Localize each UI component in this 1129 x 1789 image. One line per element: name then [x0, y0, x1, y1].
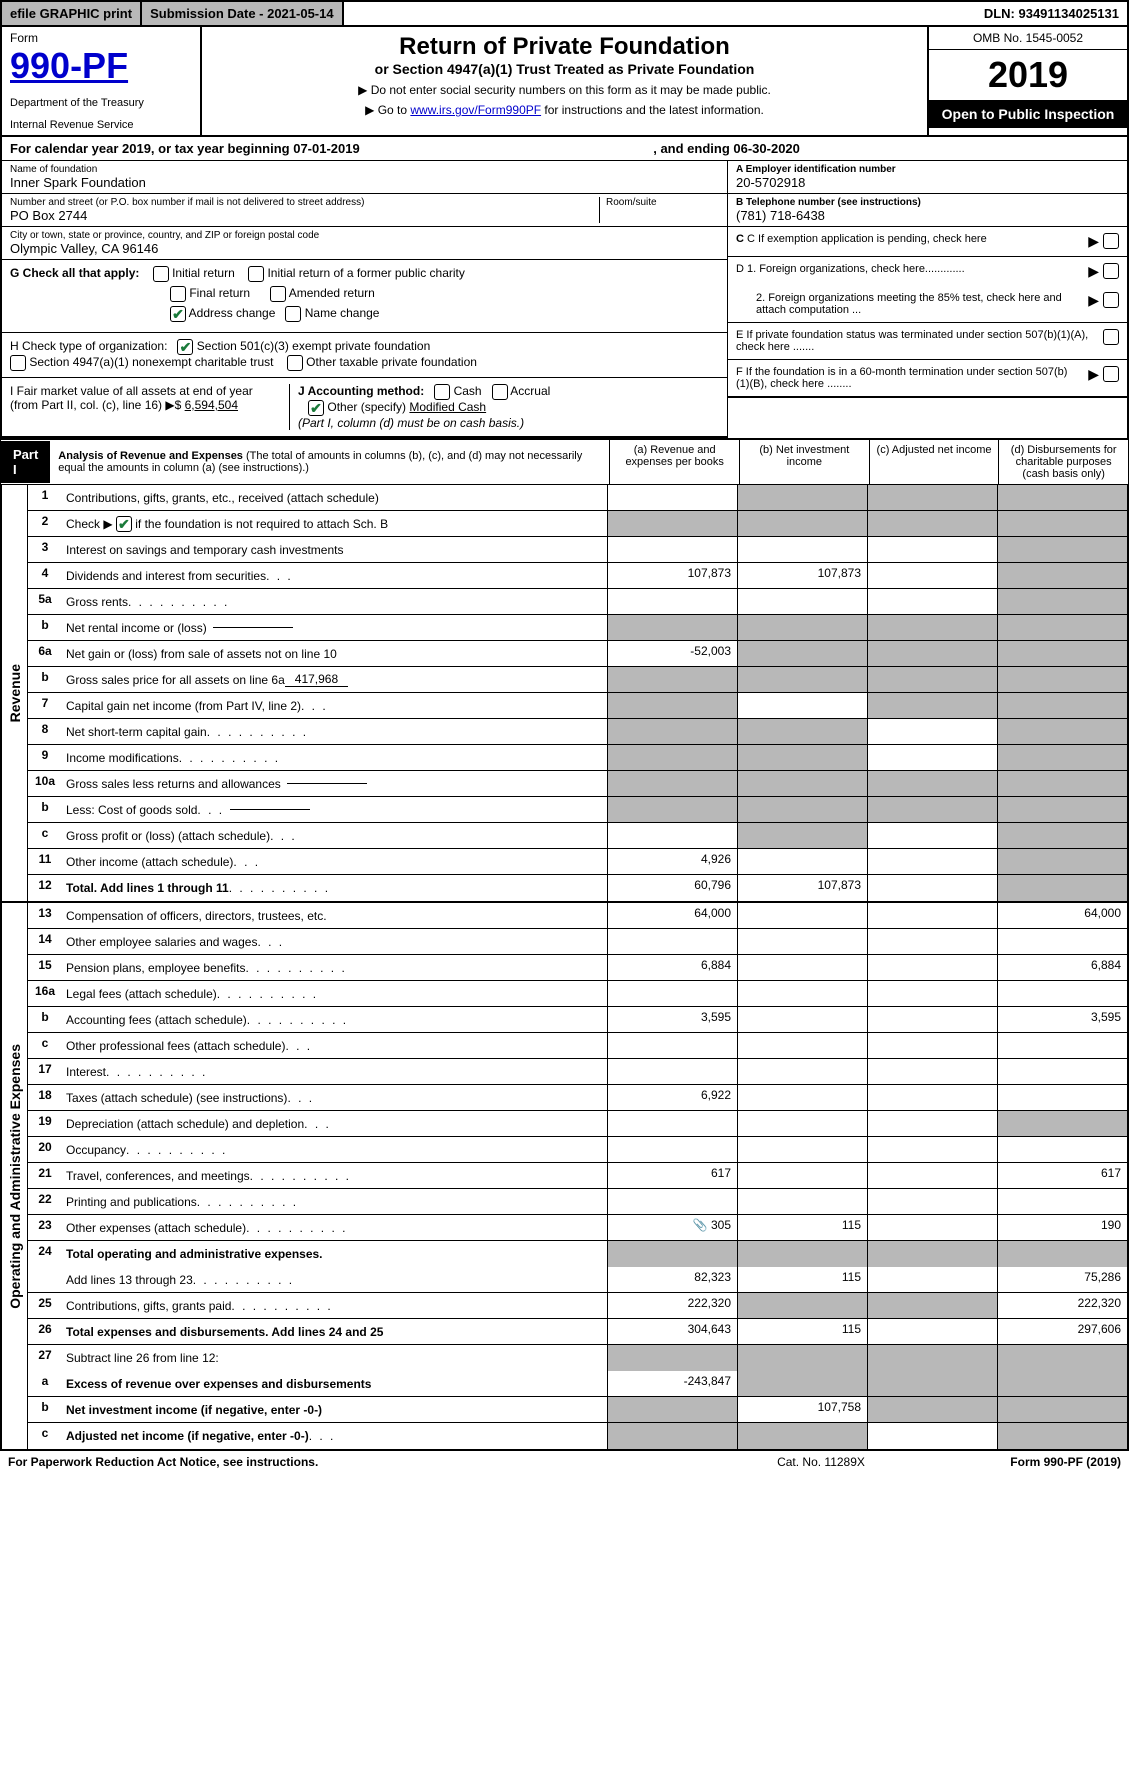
foundation-name: Inner Spark Foundation [10, 175, 719, 190]
section-h: H Check type of organization: ✔ Section … [2, 333, 727, 378]
submission-date: Submission Date - 2021-05-14 [142, 2, 344, 25]
page-footer: For Paperwork Reduction Act Notice, see … [0, 1451, 1129, 1473]
other-method-checkbox[interactable]: ✔ [308, 400, 324, 416]
other-method-value: Modified Cash [409, 400, 486, 414]
part1-label: Part I [1, 441, 50, 483]
form-ref: Form 990-PF (2019) [921, 1455, 1121, 1469]
section-d1: D 1. Foreign organizations, check here..… [728, 257, 1127, 286]
dln: DLN: 93491134025131 [976, 2, 1127, 25]
section-f: F If the foundation is in a 60-month ter… [728, 360, 1127, 398]
foreign-85-checkbox[interactable] [1103, 292, 1119, 308]
cash-checkbox[interactable] [434, 384, 450, 400]
part1-header-row: Part I Analysis of Revenue and Expenses … [0, 438, 1129, 485]
col-a-header: (a) Revenue and expenses per books [609, 440, 739, 484]
fmv-value: 6,594,504 [185, 398, 238, 412]
irs-link[interactable]: www.irs.gov/Form990PF [410, 103, 541, 117]
address: PO Box 2744 [10, 208, 599, 223]
top-bar: efile GRAPHIC print Submission Date - 20… [0, 0, 1129, 27]
dept-treasury: Department of the Treasury [10, 97, 192, 109]
foreign-org-checkbox[interactable] [1103, 263, 1119, 279]
section-e: E If private foundation status was termi… [728, 323, 1127, 360]
form-header: Form 990-PF Department of the Treasury I… [0, 27, 1129, 137]
efile-label[interactable]: efile GRAPHIC print [2, 2, 142, 25]
year-begin: For calendar year 2019, or tax year begi… [10, 141, 653, 156]
address-change-checkbox[interactable]: ✔ [170, 306, 186, 322]
4947-checkbox[interactable] [10, 355, 26, 371]
cat-number: Cat. No. 11289X [721, 1455, 921, 1469]
terminated-checkbox[interactable] [1103, 329, 1119, 345]
year-end: , and ending 06-30-2020 [653, 141, 1119, 156]
60month-checkbox[interactable] [1103, 366, 1119, 382]
foundation-info: Name of foundation Inner Spark Foundatio… [0, 161, 1129, 438]
section-c: C C If exemption application is pending,… [728, 227, 1127, 257]
phone-label: B Telephone number (see instructions) [736, 197, 1119, 208]
amended-return-checkbox[interactable] [270, 286, 286, 302]
accrual-checkbox[interactable] [492, 384, 508, 400]
form-title: Return of Private Foundation [208, 33, 921, 61]
expenses-vlabel: Operating and Administrative Expenses [2, 903, 28, 1449]
omb-number: OMB No. 1545-0052 [929, 27, 1127, 50]
ein: 20-5702918 [736, 175, 1119, 190]
section-g: G Check all that apply: Initial return I… [2, 260, 727, 333]
501c3-checkbox[interactable]: ✔ [177, 339, 193, 355]
col-b-header: (b) Net investment income [739, 440, 869, 484]
expenses-table: Operating and Administrative Expenses 13… [0, 903, 1129, 1451]
note-ssn: ▶ Do not enter social security numbers o… [208, 83, 921, 97]
room-label: Room/suite [599, 197, 719, 223]
form-word: Form [10, 31, 192, 45]
initial-return-checkbox[interactable] [153, 266, 169, 282]
revenue-vlabel: Revenue [2, 485, 28, 901]
paperwork-notice: For Paperwork Reduction Act Notice, see … [8, 1455, 721, 1469]
other-taxable-checkbox[interactable] [287, 355, 303, 371]
name-change-checkbox[interactable] [285, 306, 301, 322]
form-number[interactable]: 990-PF [10, 45, 192, 87]
section-d2: 2. Foreign organizations meeting the 85%… [728, 286, 1127, 323]
note-link: ▶ Go to www.irs.gov/Form990PF for instru… [208, 103, 921, 117]
ein-label: A Employer identification number [736, 164, 1119, 175]
initial-former-checkbox[interactable] [248, 266, 264, 282]
tax-year: 2019 [929, 50, 1127, 100]
name-label: Name of foundation [10, 164, 719, 175]
phone: (781) 718-6438 [736, 208, 1119, 223]
col-d-header: (d) Disbursements for charitable purpose… [998, 440, 1128, 484]
city-label: City or town, state or province, country… [10, 230, 719, 241]
exemption-checkbox[interactable] [1103, 233, 1119, 249]
irs-label: Internal Revenue Service [10, 119, 192, 131]
city: Olympic Valley, CA 96146 [10, 241, 719, 256]
schb-checkbox[interactable]: ✔ [116, 516, 132, 532]
addr-label: Number and street (or P.O. box number if… [10, 197, 599, 208]
open-inspection: Open to Public Inspection [929, 100, 1127, 128]
col-c-header: (c) Adjusted net income [869, 440, 999, 484]
calendar-year-row: For calendar year 2019, or tax year begi… [0, 137, 1129, 161]
section-ij: I Fair market value of all assets at end… [2, 378, 727, 438]
final-return-checkbox[interactable] [170, 286, 186, 302]
form-subtitle: or Section 4947(a)(1) Trust Treated as P… [208, 61, 921, 77]
revenue-table: Revenue 1Contributions, gifts, grants, e… [0, 485, 1129, 903]
